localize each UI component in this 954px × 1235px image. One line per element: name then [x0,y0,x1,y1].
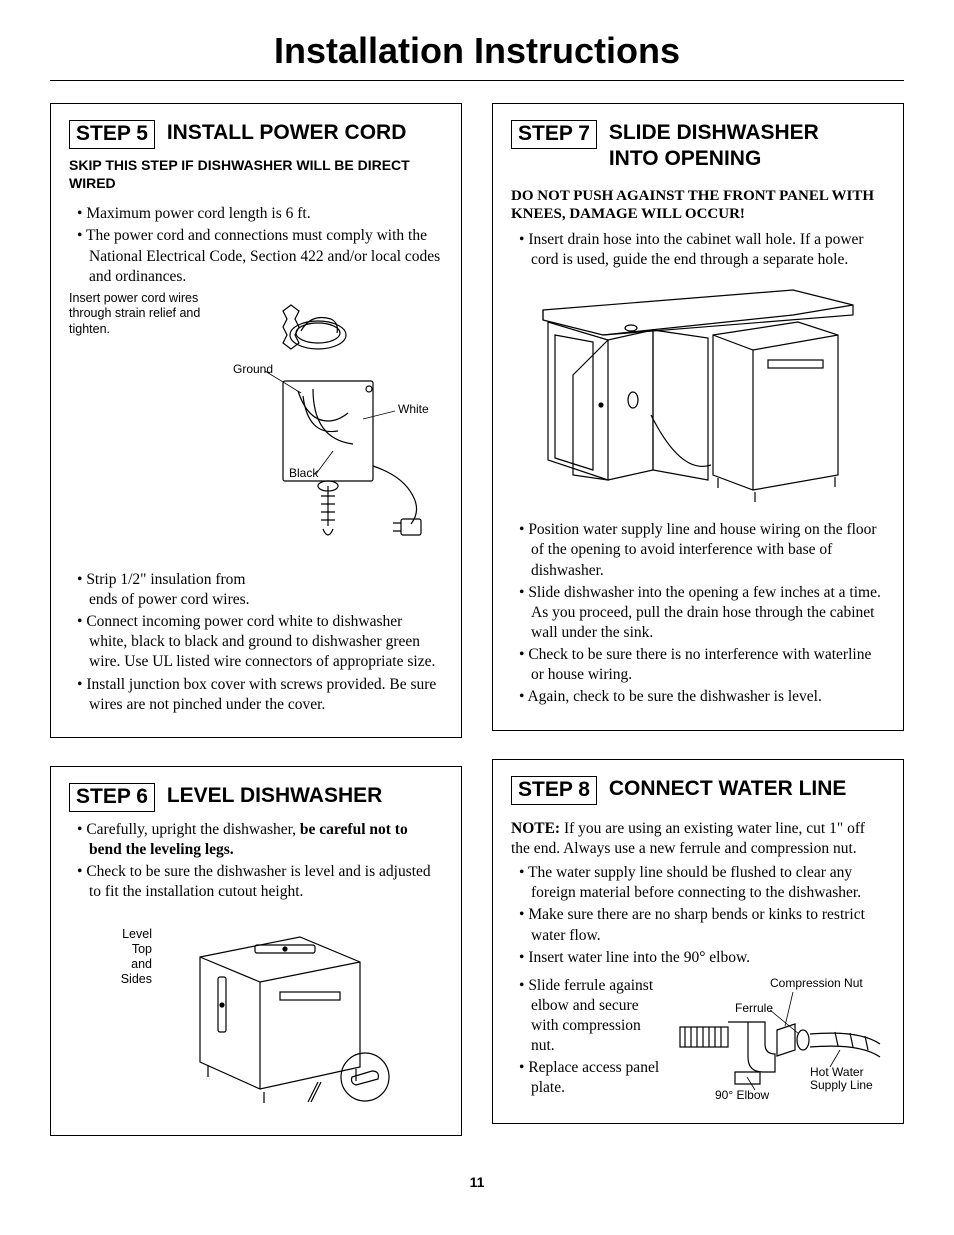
bullet: Again, check to be sure the dishwasher i… [519,687,885,707]
step8-diagram: Compression Nut Ferrule Hot Water Supply… [675,972,885,1102]
water-line-diagram-icon: Compression Nut Ferrule Hot Water Supply… [675,972,885,1102]
power-cord-diagram-icon: Ground White Black [223,301,443,556]
step8-title: CONNECT WATER LINE [609,777,847,800]
page-number: 11 [50,1174,904,1190]
bullet: Insert drain hose into the cabinet wall … [519,230,885,270]
bullet: Slide ferrule against elbow and secure w… [519,976,665,1057]
step7-header: STEP 7 SLIDE DISHWASHER INTO OPENING [511,120,885,173]
step5-title: INSTALL POWER CORD [167,121,407,144]
bullet: Position water supply line and house wir… [519,520,885,580]
step6-badge: STEP 6 [69,783,155,812]
step7-bullets-top: Insert drain hose into the cabinet wall … [511,230,885,270]
step5-diagram-sidelabel: Insert power cord wires through strain r… [69,291,215,338]
bullet: Strip 1/2" insulation from ends of power… [77,570,277,610]
bullet: Maximum power cord length is 6 ft. [77,204,443,224]
label-hot-water-2: Supply Line [810,1078,873,1092]
label-black: Black [289,466,319,480]
bullet: Replace access panel plate. [519,1058,665,1098]
step5-panel: STEP 5 INSTALL POWER CORD SKIP THIS STEP… [50,103,462,738]
left-column: STEP 5 INSTALL POWER CORD SKIP THIS STEP… [50,103,462,1164]
page-title: Installation Instructions [50,30,904,81]
step6-diagram-row: Level Top and Sides [69,907,443,1117]
step7-badge: STEP 7 [511,120,597,149]
bullet: Connect incoming power cord white to dis… [77,612,443,672]
right-column: STEP 7 SLIDE DISHWASHER INTO OPENING DO … [492,103,904,1164]
step7-panel: STEP 7 SLIDE DISHWASHER INTO OPENING DO … [492,103,904,731]
step6-bullets: Carefully, upright the dishwasher, be ca… [69,820,443,903]
step8-header: STEP 8 CONNECT WATER LINE [511,776,885,805]
label-hot-water-1: Hot Water [810,1065,864,1079]
step8-badge: STEP 8 [511,776,597,805]
label-elbow: 90° Elbow [715,1088,769,1102]
step8-bullets-right: Slide ferrule against elbow and secure w… [511,976,665,1101]
step5-badge: STEP 5 [69,120,155,149]
bullet: Install junction box cover with screws p… [77,675,443,715]
step7-warning: DO NOT PUSH AGAINST THE FRONT PANEL WITH… [511,187,885,225]
step5-diagram-row: Insert power cord wires through strain r… [69,291,443,566]
step5-bullets-bottom: Strip 1/2" insulation from ends of power… [69,570,443,715]
step8-note: NOTE: If you are using an existing water… [511,819,885,859]
bullet: Check to be sure the dishwasher is level… [77,862,443,902]
step6-title: LEVEL DISHWASHER [167,784,382,807]
label-ground: Ground [233,362,273,376]
step8-bullets: The water supply line should be flushed … [511,863,885,968]
bullet: Carefully, upright the dishwasher, be ca… [77,820,443,860]
bullet: Check to be sure there is no interferenc… [519,645,885,685]
bullet: Slide dishwasher into the opening a few … [519,583,885,643]
step5-header: STEP 5 INSTALL POWER CORD [69,120,443,149]
step6-diagram-sidelabel: Level Top and Sides [92,907,152,987]
bullet: Insert water line into the 90° elbow. [519,948,885,968]
step6-header: STEP 6 LEVEL DISHWASHER [69,783,443,812]
step6-diagram [160,917,420,1107]
label-compression-nut: Compression Nut [770,976,863,990]
content-columns: STEP 5 INSTALL POWER CORD SKIP THIS STEP… [50,103,904,1164]
step7-bullets-bottom: Position water supply line and house wir… [511,520,885,707]
label-ferrule: Ferrule [735,1001,773,1015]
step5-bullets-top: Maximum power cord length is 6 ft. The p… [69,204,443,287]
step6-panel: STEP 6 LEVEL DISHWASHER Carefully, uprig… [50,766,462,1136]
label-white: White [398,402,429,416]
bullet: The water supply line should be flushed … [519,863,885,903]
step5-diagram: Ground White Black [223,301,443,556]
level-dishwasher-diagram-icon [160,917,420,1107]
step8-panel: STEP 8 CONNECT WATER LINE NOTE: If you a… [492,759,904,1124]
slide-dishwasher-diagram-icon [533,280,863,510]
bullet: The power cord and connections must comp… [77,226,443,286]
bullet: Make sure there are no sharp bends or ki… [519,905,885,945]
step7-title: SLIDE DISHWASHER INTO OPENING [609,120,859,173]
step7-diagram [511,280,885,510]
step5-skip-note: SKIP THIS STEP IF DISHWASHER WILL BE DIR… [69,157,443,192]
